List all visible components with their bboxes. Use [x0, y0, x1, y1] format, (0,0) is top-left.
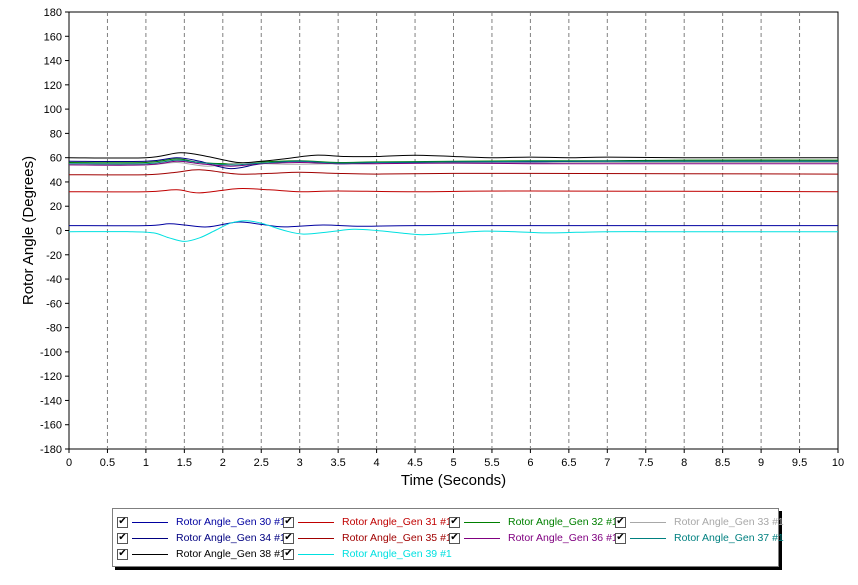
legend-item-rotor-angle-gen-33-1: ✔ Rotor Angle_Gen 33 #1 — [615, 514, 784, 530]
legend-label: Rotor Angle_Gen 33 #1 — [674, 516, 784, 528]
y-tick-label: -100 — [40, 347, 62, 359]
legend-swatch — [630, 537, 666, 539]
y-tick-label: 140 — [44, 56, 62, 68]
legend-label: Rotor Angle_Gen 39 #1 — [342, 548, 452, 560]
y-tick-label: -140 — [40, 395, 62, 407]
x-tick-label: 0.5 — [100, 457, 115, 469]
y-tick-label: -120 — [40, 371, 62, 383]
x-tick-label: 8 — [681, 457, 687, 469]
legend-label: Rotor Angle_Gen 30 #1 — [176, 516, 286, 528]
legend-label: Rotor Angle_Gen 31 #1 — [342, 516, 452, 528]
legend-item-rotor-angle-gen-36-1: ✔ Rotor Angle_Gen 36 #1 — [449, 530, 618, 546]
legend-item-rotor-angle-gen-37-1: ✔ Rotor Angle_Gen 37 #1 — [615, 530, 784, 546]
x-tick-label: 4 — [374, 457, 380, 469]
legend-checkbox[interactable]: ✔ — [117, 516, 128, 528]
x-tick-label: 6.5 — [561, 457, 576, 469]
x-tick-label: 5 — [450, 457, 456, 469]
series-line-rotor-angle-gen-35-1 — [68, 169, 839, 176]
legend-label: Rotor Angle_Gen 34 #1 — [176, 532, 286, 544]
y-tick-label: 80 — [50, 128, 62, 140]
x-tick-label: 8.5 — [715, 457, 730, 469]
legend-swatch — [464, 521, 500, 523]
series-line-rotor-angle-gen-38-1 — [68, 152, 839, 164]
legend-checkbox[interactable]: ✔ — [449, 516, 460, 528]
series-line-rotor-angle-gen-32-1 — [68, 158, 839, 165]
x-tick-label: 0 — [66, 457, 72, 469]
legend-checkbox[interactable]: ✔ — [117, 548, 128, 560]
y-tick-label: 160 — [44, 31, 62, 43]
legend-label: Rotor Angle_Gen 32 #1 — [508, 516, 618, 528]
legend-swatch — [132, 553, 168, 555]
legend-label: Rotor Angle_Gen 37 #1 — [674, 532, 784, 544]
y-tick-label: 180 — [44, 7, 62, 19]
legend-checkbox[interactable]: ✔ — [615, 516, 626, 528]
legend-checkbox[interactable]: ✔ — [615, 532, 626, 544]
legend-label: Rotor Angle_Gen 36 #1 — [508, 532, 618, 544]
y-tick-label: 40 — [50, 177, 62, 189]
x-axis-title: Time (Seconds) — [401, 472, 506, 489]
legend-item-rotor-angle-gen-39-1: ✔ Rotor Angle_Gen 39 #1 — [283, 546, 452, 562]
y-tick-label: -80 — [46, 323, 62, 335]
legend-swatch — [298, 521, 334, 523]
legend-swatch — [132, 521, 168, 523]
legend-swatch — [298, 553, 334, 555]
legend-checkbox[interactable]: ✔ — [117, 532, 128, 544]
x-tick-label: 6 — [527, 457, 533, 469]
x-tick-label: 7.5 — [638, 457, 653, 469]
x-tick-label: 9.5 — [792, 457, 807, 469]
x-tick-label: 5.5 — [484, 457, 499, 469]
grid-lines — [106, 12, 801, 449]
y-tick-label: 120 — [44, 80, 62, 92]
legend-swatch — [298, 537, 334, 539]
legend-items: ✔ Rotor Angle_Gen 30 #1 ✔ Rotor Angle_Gen 3… — [117, 514, 784, 562]
series-line-rotor-angle-gen-36-1 — [68, 160, 838, 167]
x-tick-label: 4.5 — [407, 457, 422, 469]
chart-legend: ✔ Rotor Angle_Gen 30 #1 ✔ Rotor Angle_Gen 3… — [112, 508, 784, 567]
y-tick-label: 60 — [50, 153, 62, 165]
series-line-rotor-angle-gen-31-1 — [68, 187, 839, 194]
legend-item-rotor-angle-gen-30-1: ✔ Rotor Angle_Gen 30 #1 — [117, 514, 286, 530]
x-tick-label: 7 — [604, 457, 610, 469]
legend-checkbox[interactable]: ✔ — [283, 532, 294, 544]
legend-item-rotor-angle-gen-35-1: ✔ Rotor Angle_Gen 35 #1 — [283, 530, 452, 546]
series-line-rotor-angle-gen-33-1 — [68, 161, 839, 167]
y-tick-label: -20 — [46, 250, 62, 262]
y-tick-label: 0 — [56, 226, 62, 238]
x-tick-label: 10 — [832, 457, 844, 469]
legend-swatch — [630, 521, 666, 523]
y-tick-label: 100 — [44, 104, 62, 116]
legend-checkbox[interactable]: ✔ — [283, 548, 294, 560]
series-line-rotor-angle-gen-37-1 — [68, 159, 838, 166]
y-tick-label: 20 — [50, 201, 62, 213]
x-tick-label: 1.5 — [177, 457, 192, 469]
x-tick-label: 9 — [758, 457, 764, 469]
series-lines — [68, 152, 839, 242]
x-tick-label: 3.5 — [331, 457, 346, 469]
legend-swatch — [464, 537, 500, 539]
legend-swatch — [132, 537, 168, 539]
axis-ticks: 0 0.5 1 1.5 2 2.5 3 3.5 4 4.5 5 5.5 6 6.5 7 7.5 8 8.5 9 9.5… — [40, 7, 844, 469]
series-line-rotor-angle-gen-39-1 — [68, 220, 838, 242]
x-tick-label: 1 — [143, 457, 149, 469]
legend-item-rotor-angle-gen-34-1: ✔ Rotor Angle_Gen 34 #1 — [117, 530, 286, 546]
y-tick-label: -180 — [40, 444, 62, 456]
legend-label: Rotor Angle_Gen 38 #1 — [176, 548, 286, 560]
x-tick-label: 2.5 — [254, 457, 269, 469]
legend-checkbox[interactable]: ✔ — [449, 532, 460, 544]
y-axis-title: Rotor Angle (Degrees) — [20, 156, 37, 305]
y-tick-label: -60 — [46, 298, 62, 310]
legend-item-rotor-angle-gen-31-1: ✔ Rotor Angle_Gen 31 #1 — [283, 514, 452, 530]
x-tick-label: 3 — [297, 457, 303, 469]
y-tick-label: -40 — [46, 274, 62, 286]
x-tick-label: 2 — [220, 457, 226, 469]
series-line-rotor-angle-gen-30-1 — [68, 221, 838, 228]
legend-checkbox[interactable]: ✔ — [283, 516, 294, 528]
legend-item-rotor-angle-gen-32-1: ✔ Rotor Angle_Gen 32 #1 — [449, 514, 618, 530]
y-tick-label: -160 — [40, 420, 62, 432]
legend-label: Rotor Angle_Gen 35 #1 — [342, 532, 452, 544]
legend-item-rotor-angle-gen-38-1: ✔ Rotor Angle_Gen 38 #1 — [117, 546, 286, 562]
